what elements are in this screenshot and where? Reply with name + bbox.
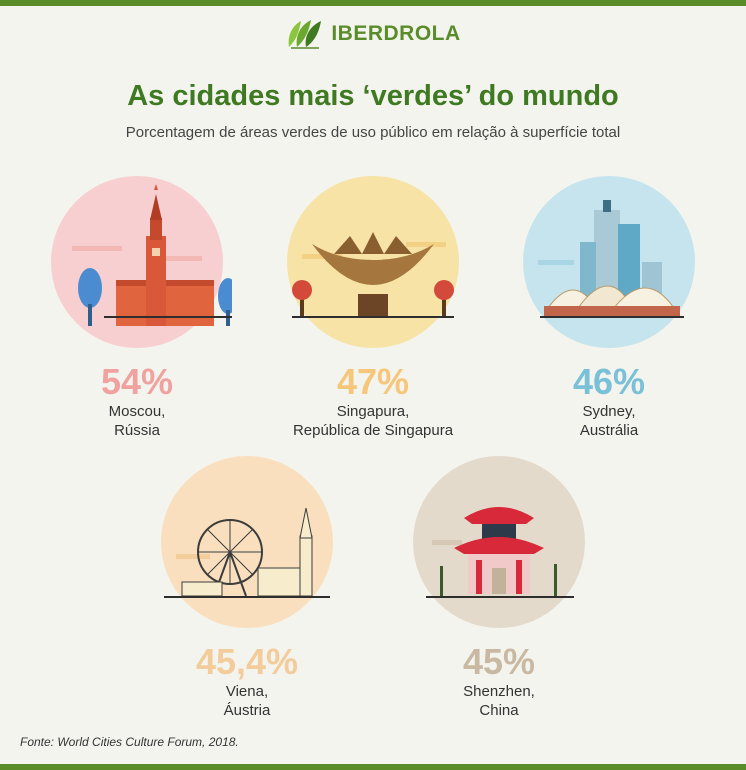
city-percent: 46% [572,361,646,402]
brand-logo: IBERDROLA [0,16,746,52]
leaf-logo-icon [288,20,322,49]
source-note: Fonte: World Cities Culture Forum, 2018. [20,735,239,749]
brand-name: IBERDROLA [331,22,461,45]
city-percent: 54% [100,361,174,402]
kremlin-icon [51,176,232,348]
city-country: Áustria [223,702,271,719]
city-name: Moscou, [108,403,166,420]
page-subtitle: Porcentagem de áreas verdes de uso públi… [125,124,621,141]
ferris-wheel-icon [161,456,333,628]
city-name: Viena, [225,683,269,700]
city-card-sydney: 46% Sydney, Austrália [494,176,724,440]
bottom-bar [0,764,746,770]
city-country: Austrália [579,422,639,439]
city-card-moscow: 54% Moscou, Rússia [22,176,252,440]
city-card-shenzhen: 45% Shenzhen, China [384,456,614,720]
city-percent: 47% [336,361,410,402]
top-bar [0,0,746,6]
city-name: Shenzhen, [463,683,535,700]
city-name: Singapura, [336,403,410,420]
city-country: China [479,702,519,719]
pagoda-icon [413,456,585,628]
artscience-museum-icon [287,176,459,348]
opera-house-icon [523,176,695,348]
city-percent: 45% [462,641,536,682]
page-title: As cidades mais ‘verdes’ do mundo [127,80,619,112]
city-card-vienna: 45,4% Viena, Áustria [132,456,362,720]
city-country: Rússia [114,422,160,439]
city-card-singapore: 47% Singapura, República de Singapura [258,176,488,440]
city-percent: 45,4% [195,641,299,682]
city-name: Sydney, [582,403,636,420]
city-country: República de Singapura [292,422,454,439]
